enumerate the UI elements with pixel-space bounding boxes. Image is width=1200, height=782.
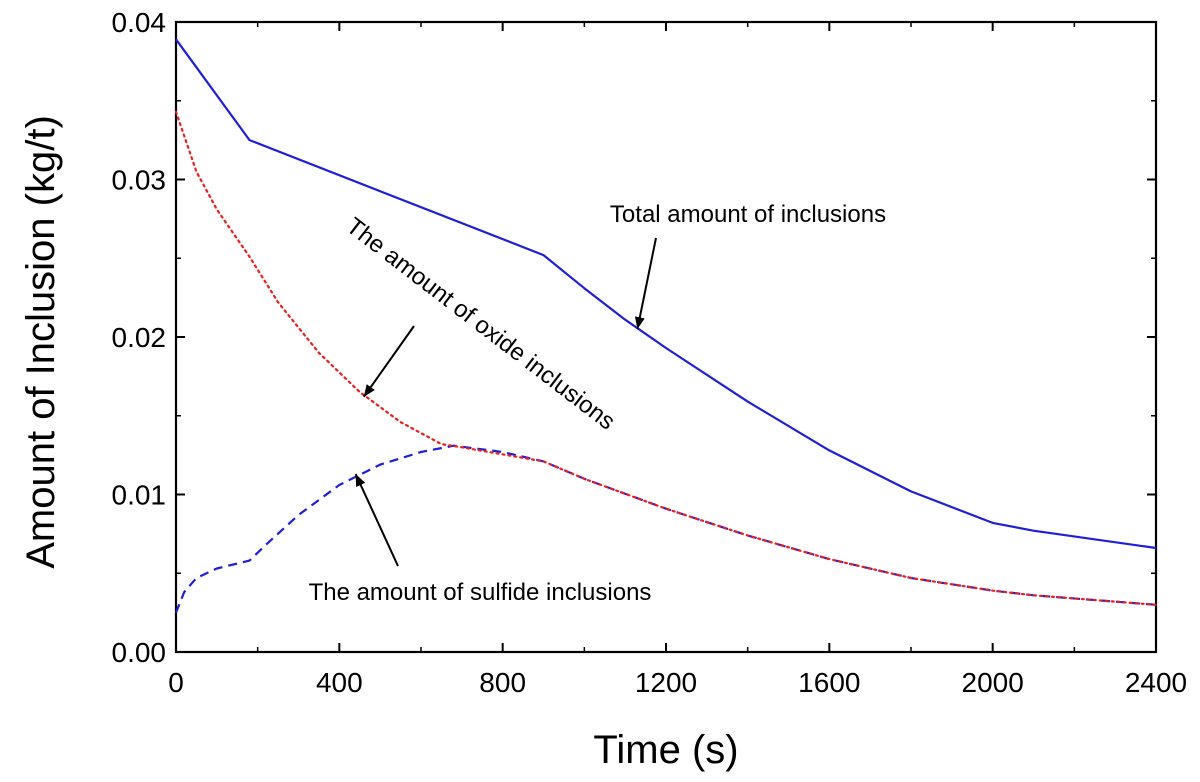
- y-tick-label: 0.04: [112, 7, 167, 38]
- series-line-total: [175, 38, 1157, 550]
- x-tick-label: 800: [479, 667, 526, 698]
- x-tick-label: 1200: [635, 667, 697, 698]
- x-tick-label: 400: [316, 667, 363, 698]
- annotation-total-label: Total amount of inclusions: [610, 201, 886, 228]
- annotation-sulfide-label: The amount of sulfide inclusions: [309, 579, 652, 606]
- y-tick-label: 0.01: [112, 480, 167, 511]
- y-axis-title: Amount of Inclusion (kg/t): [19, 115, 63, 569]
- y-tick-label: 0.02: [112, 322, 167, 353]
- x-tick-label: 1600: [798, 667, 860, 698]
- x-tick-label: 0: [168, 667, 184, 698]
- x-axis-title: Time (s): [593, 728, 738, 772]
- annotation-arrow-sulfide: [354, 473, 399, 567]
- series-layer: [174, 38, 1158, 614]
- annotation-layer: Total amount of inclusions The amount of…: [309, 201, 887, 606]
- plot-frame: [174, 20, 1158, 654]
- annotation-arrow-total: [634, 237, 657, 330]
- annotation-arrow-oxide: [363, 325, 415, 398]
- y-tick-label: 0.00: [112, 637, 167, 668]
- series-line-oxide: [174, 110, 1158, 606]
- y-tick-label: 0.03: [112, 165, 167, 196]
- plot-border: [174, 20, 1158, 654]
- series-line-sulfide: [174, 444, 1157, 614]
- annotation-oxide-label: The amount of oxide inclusions: [341, 213, 620, 436]
- x-tick-label: 2400: [1125, 667, 1187, 698]
- ticks-layer: 0 400 800 1200 1600 2000 2400 0.00 0.01 0.02 0.03 0…: [112, 7, 1188, 698]
- x-tick-label: 2000: [962, 667, 1024, 698]
